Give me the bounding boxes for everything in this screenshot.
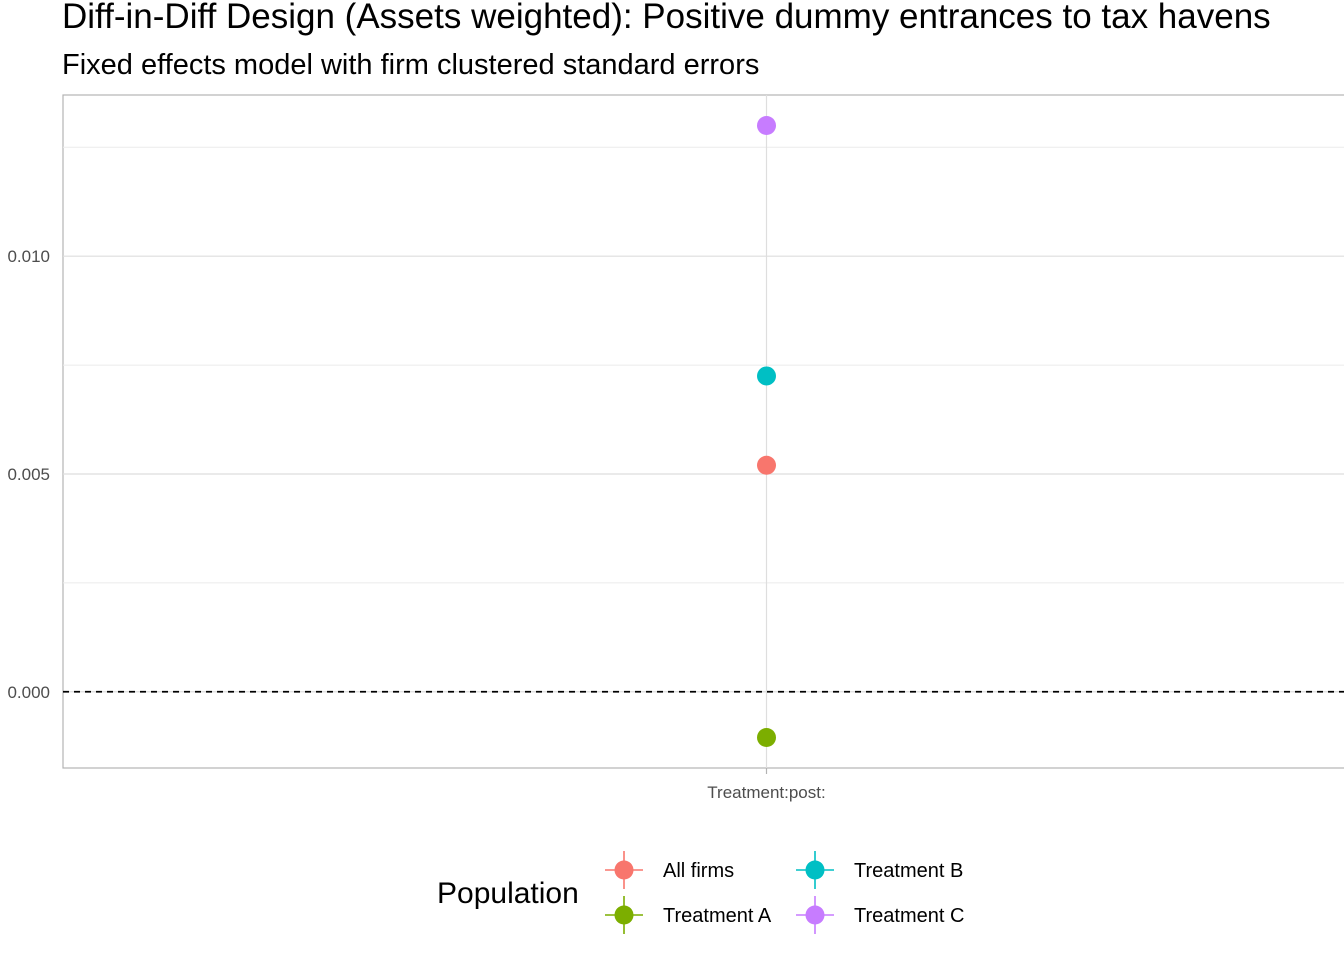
- legend-key-point: [614, 860, 634, 880]
- data-points: [757, 115, 776, 748]
- legend-key-point: [805, 905, 825, 925]
- legend-item-treatment-c: Treatment C: [796, 896, 964, 934]
- y-axis-tick-labels: 0.000 0.005 0.010: [7, 247, 50, 702]
- legend-label: Treatment C: [854, 905, 964, 927]
- legend-key-point: [614, 905, 634, 925]
- legend-key-point: [805, 860, 825, 880]
- legend-item-all-firms: All firms: [605, 851, 734, 889]
- point-treatment-b: [757, 366, 776, 386]
- legend: Population All firms Treatment A Treatment…: [437, 851, 964, 934]
- y-tick-label: 0.005: [7, 465, 50, 484]
- point-treatment-c: [757, 115, 776, 135]
- x-axis-tick-labels: Treatment:post:: [707, 768, 826, 802]
- plot-panel: [62, 94, 1344, 769]
- legend-title: Population: [437, 877, 579, 910]
- point-treatment-a: [757, 728, 776, 748]
- legend-label: Treatment A: [663, 905, 772, 927]
- y-tick-label: 0.000: [7, 683, 50, 702]
- minor-gridlines: [63, 146, 1344, 584]
- legend-label: All firms: [663, 860, 734, 882]
- x-tick-label: Treatment:post:: [707, 783, 825, 802]
- legend-label: Treatment B: [854, 860, 963, 882]
- y-tick-label: 0.010: [7, 247, 50, 266]
- legend-item-treatment-b: Treatment B: [796, 851, 963, 889]
- chart-subtitle: Fixed effects model with firm clustered …: [62, 49, 759, 81]
- chart-title: Diff-in-Diff Design (Assets weighted): P…: [62, 0, 1271, 36]
- point-all-firms: [757, 455, 776, 475]
- legend-item-treatment-a: Treatment A: [605, 896, 772, 934]
